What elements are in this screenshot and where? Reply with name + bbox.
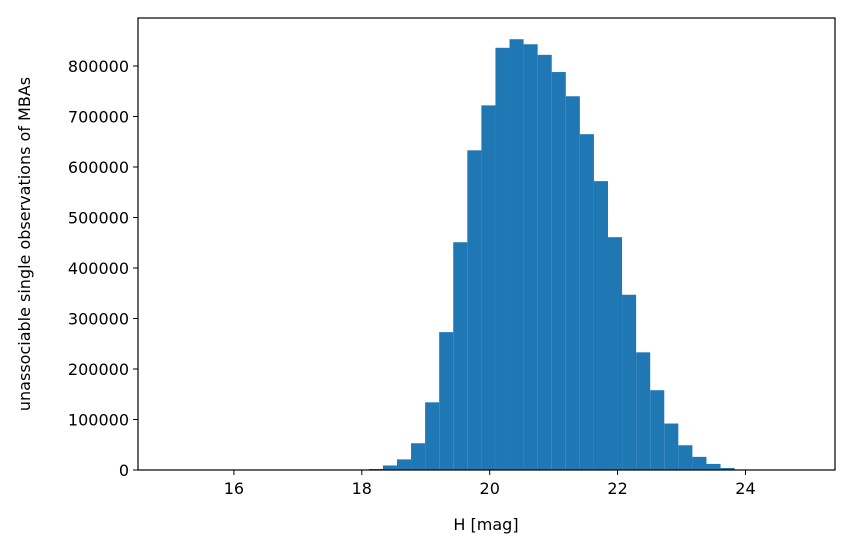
histogram-bar (396, 459, 412, 470)
histogram-bar (382, 465, 397, 470)
histogram-bar (565, 96, 580, 470)
y-tick-label: 200000 (68, 360, 129, 379)
plot-frame (137, 17, 836, 471)
y-tick-label: 300000 (68, 309, 129, 328)
bars-group (368, 39, 749, 471)
histogram-bar (636, 352, 651, 470)
histogram-bar (453, 242, 468, 470)
y-axis-label: unassociable single observations of MBAs (15, 77, 34, 411)
y-tick-label: 700000 (68, 107, 129, 126)
histogram-bar (706, 463, 721, 470)
x-tick-label: 16 (224, 479, 244, 498)
y-tick-label: 100000 (68, 410, 129, 429)
histogram-bar (650, 390, 665, 470)
histogram-bar (664, 423, 679, 470)
x-tick-label: 22 (607, 479, 627, 498)
x-tick-label: 24 (735, 479, 755, 498)
y-tick-label: 500000 (68, 208, 129, 227)
histogram-bar (481, 105, 496, 470)
x-axis-ticks: 16 18 20 22 24 (224, 470, 756, 498)
histogram-bar (593, 181, 608, 470)
histogram-bar (579, 134, 594, 470)
histogram-bar (692, 456, 707, 470)
histogram-bar (425, 402, 440, 470)
x-tick-label: 20 (480, 479, 500, 498)
y-tick-label: 0 (119, 461, 129, 480)
histogram-bar (495, 47, 510, 471)
histogram-bar (467, 150, 482, 470)
histogram-bar (551, 72, 566, 470)
histogram-bar (523, 44, 538, 471)
y-tick-label: 600000 (68, 158, 129, 177)
x-axis-label: H [mag] (453, 515, 518, 534)
y-axis-ticks: 0 100000 200000 300000 400000 500000 600000 700… (68, 57, 138, 480)
x-tick-label: 18 (352, 479, 372, 498)
histogram-bar (509, 39, 524, 470)
histogram-bar (439, 332, 454, 470)
histogram-bar (537, 54, 552, 471)
histogram-bar (678, 445, 693, 470)
histogram-bar (720, 467, 735, 470)
histogram-bar (607, 237, 623, 470)
histogram-bar (411, 443, 426, 470)
y-tick-label: 400000 (68, 259, 129, 278)
histogram-bar (622, 294, 637, 470)
y-tick-label: 800000 (68, 57, 129, 76)
